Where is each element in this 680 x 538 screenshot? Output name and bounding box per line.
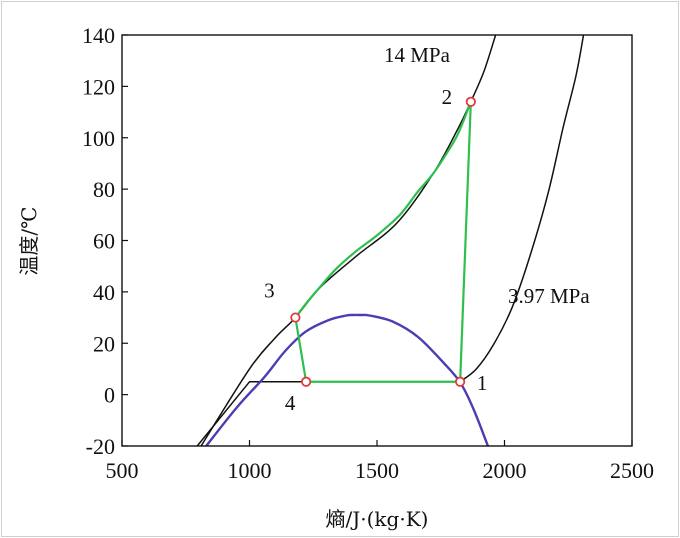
saturation-dome-line bbox=[205, 313, 490, 446]
state-point-marker bbox=[290, 312, 301, 323]
y-tick-label: -20 bbox=[86, 434, 115, 459]
state-point-label: 3 bbox=[264, 279, 275, 303]
isobar-label-3-97mpa: 3.97 MPa bbox=[508, 284, 590, 308]
y-tick-label: 140 bbox=[82, 23, 115, 48]
state-point-marker bbox=[455, 376, 466, 387]
y-tick-label: 120 bbox=[82, 74, 115, 99]
state-point-layer: 1 2 3 4 bbox=[264, 85, 487, 415]
x-tick-label: 2000 bbox=[483, 458, 527, 483]
state-point-marker bbox=[465, 96, 476, 107]
state-point-label: 1 bbox=[477, 371, 488, 395]
y-tick-label: 60 bbox=[93, 229, 115, 254]
y-axis-label: 温度/℃ bbox=[17, 206, 41, 275]
cycle-line bbox=[294, 100, 472, 383]
y-tick-label: 100 bbox=[82, 126, 115, 151]
y-tick-label: 0 bbox=[104, 383, 115, 408]
tick-layer: 500 1000 1500 2000 2500 -20 0 20 40 60 80 100 120 140 bbox=[82, 23, 654, 483]
state-point-label: 2 bbox=[442, 85, 453, 109]
y-tick-label: 20 bbox=[93, 331, 115, 356]
x-tick-label: 1500 bbox=[355, 458, 399, 483]
isobar-line bbox=[196, 35, 585, 446]
isobar-label-14mpa: 14 MPa bbox=[384, 43, 451, 67]
state-point-marker bbox=[301, 376, 312, 387]
curve-layer bbox=[196, 35, 585, 446]
x-tick-label: 500 bbox=[106, 458, 139, 483]
x-tick-label: 2500 bbox=[610, 458, 654, 483]
y-tick-label: 80 bbox=[93, 177, 115, 202]
plot-area-border bbox=[121, 34, 633, 447]
y-tick-label: 40 bbox=[93, 280, 115, 305]
x-tick-label: 1000 bbox=[228, 458, 272, 483]
state-point-label: 4 bbox=[285, 391, 296, 415]
x-axis-label: 熵/J·(kg·K) bbox=[326, 507, 429, 531]
